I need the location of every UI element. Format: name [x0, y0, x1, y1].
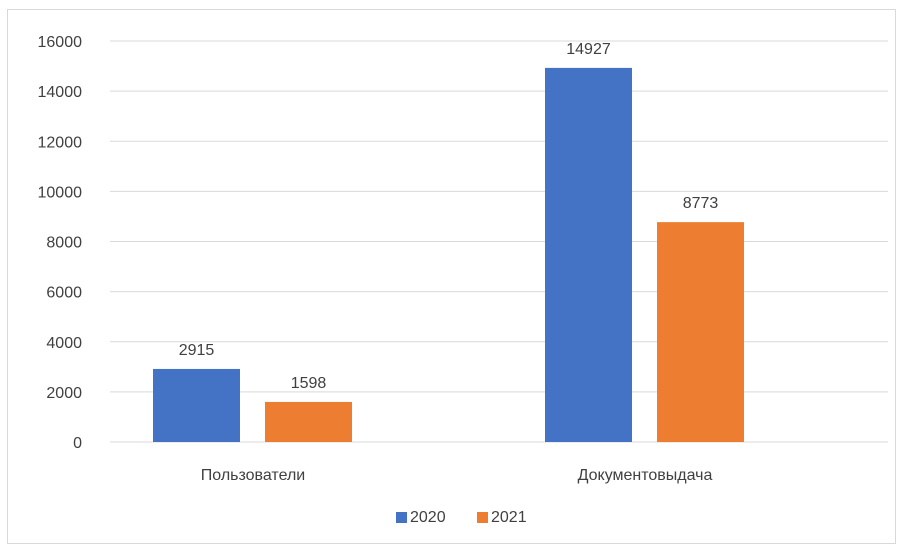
- data-label: 8773: [683, 195, 719, 212]
- bar-2021-1: [657, 222, 744, 442]
- y-tick-label: 6000: [46, 285, 82, 302]
- data-label: 1598: [291, 375, 327, 392]
- data-label: 2915: [179, 342, 215, 359]
- y-tick-label: 12000: [38, 134, 83, 151]
- y-tick-label: 0: [73, 435, 82, 452]
- legend-label: 2020: [410, 509, 446, 526]
- legend-label: 2021: [491, 509, 527, 526]
- y-tick-label: 4000: [46, 335, 82, 352]
- y-axis-tick-labels: 0 2000 4000 6000 8000 10000 12000 14000 16000: [38, 34, 83, 452]
- chart-frame: 0 2000 4000 6000 8000 10000 12000 14000 16000 29…: [7, 9, 896, 544]
- y-tick-label: 2000: [46, 385, 82, 402]
- bar-2021-0: [265, 401, 352, 442]
- legend-swatch: [477, 512, 488, 523]
- y-tick-label: 14000: [38, 84, 83, 101]
- data-label: 14927: [566, 41, 611, 58]
- legend: 2020 2021: [396, 509, 527, 526]
- y-tick-label: 8000: [46, 235, 82, 252]
- bar-2020-0: [153, 368, 240, 442]
- data-labels: 2915 14927 1598 8773: [179, 41, 719, 392]
- x-category-label: Пользователи: [201, 467, 305, 484]
- y-tick-label: 10000: [38, 184, 83, 201]
- y-tick-label: 16000: [38, 34, 83, 51]
- bar-2020-1: [545, 67, 632, 442]
- legend-swatch: [396, 512, 407, 523]
- x-category-label: Документовыдача: [578, 467, 713, 484]
- bar-chart: 0 2000 4000 6000 8000 10000 12000 14000 16000 29…: [38, 34, 888, 526]
- bars: [153, 67, 744, 442]
- x-axis-category-labels: Пользователи Документовыдача: [201, 467, 713, 484]
